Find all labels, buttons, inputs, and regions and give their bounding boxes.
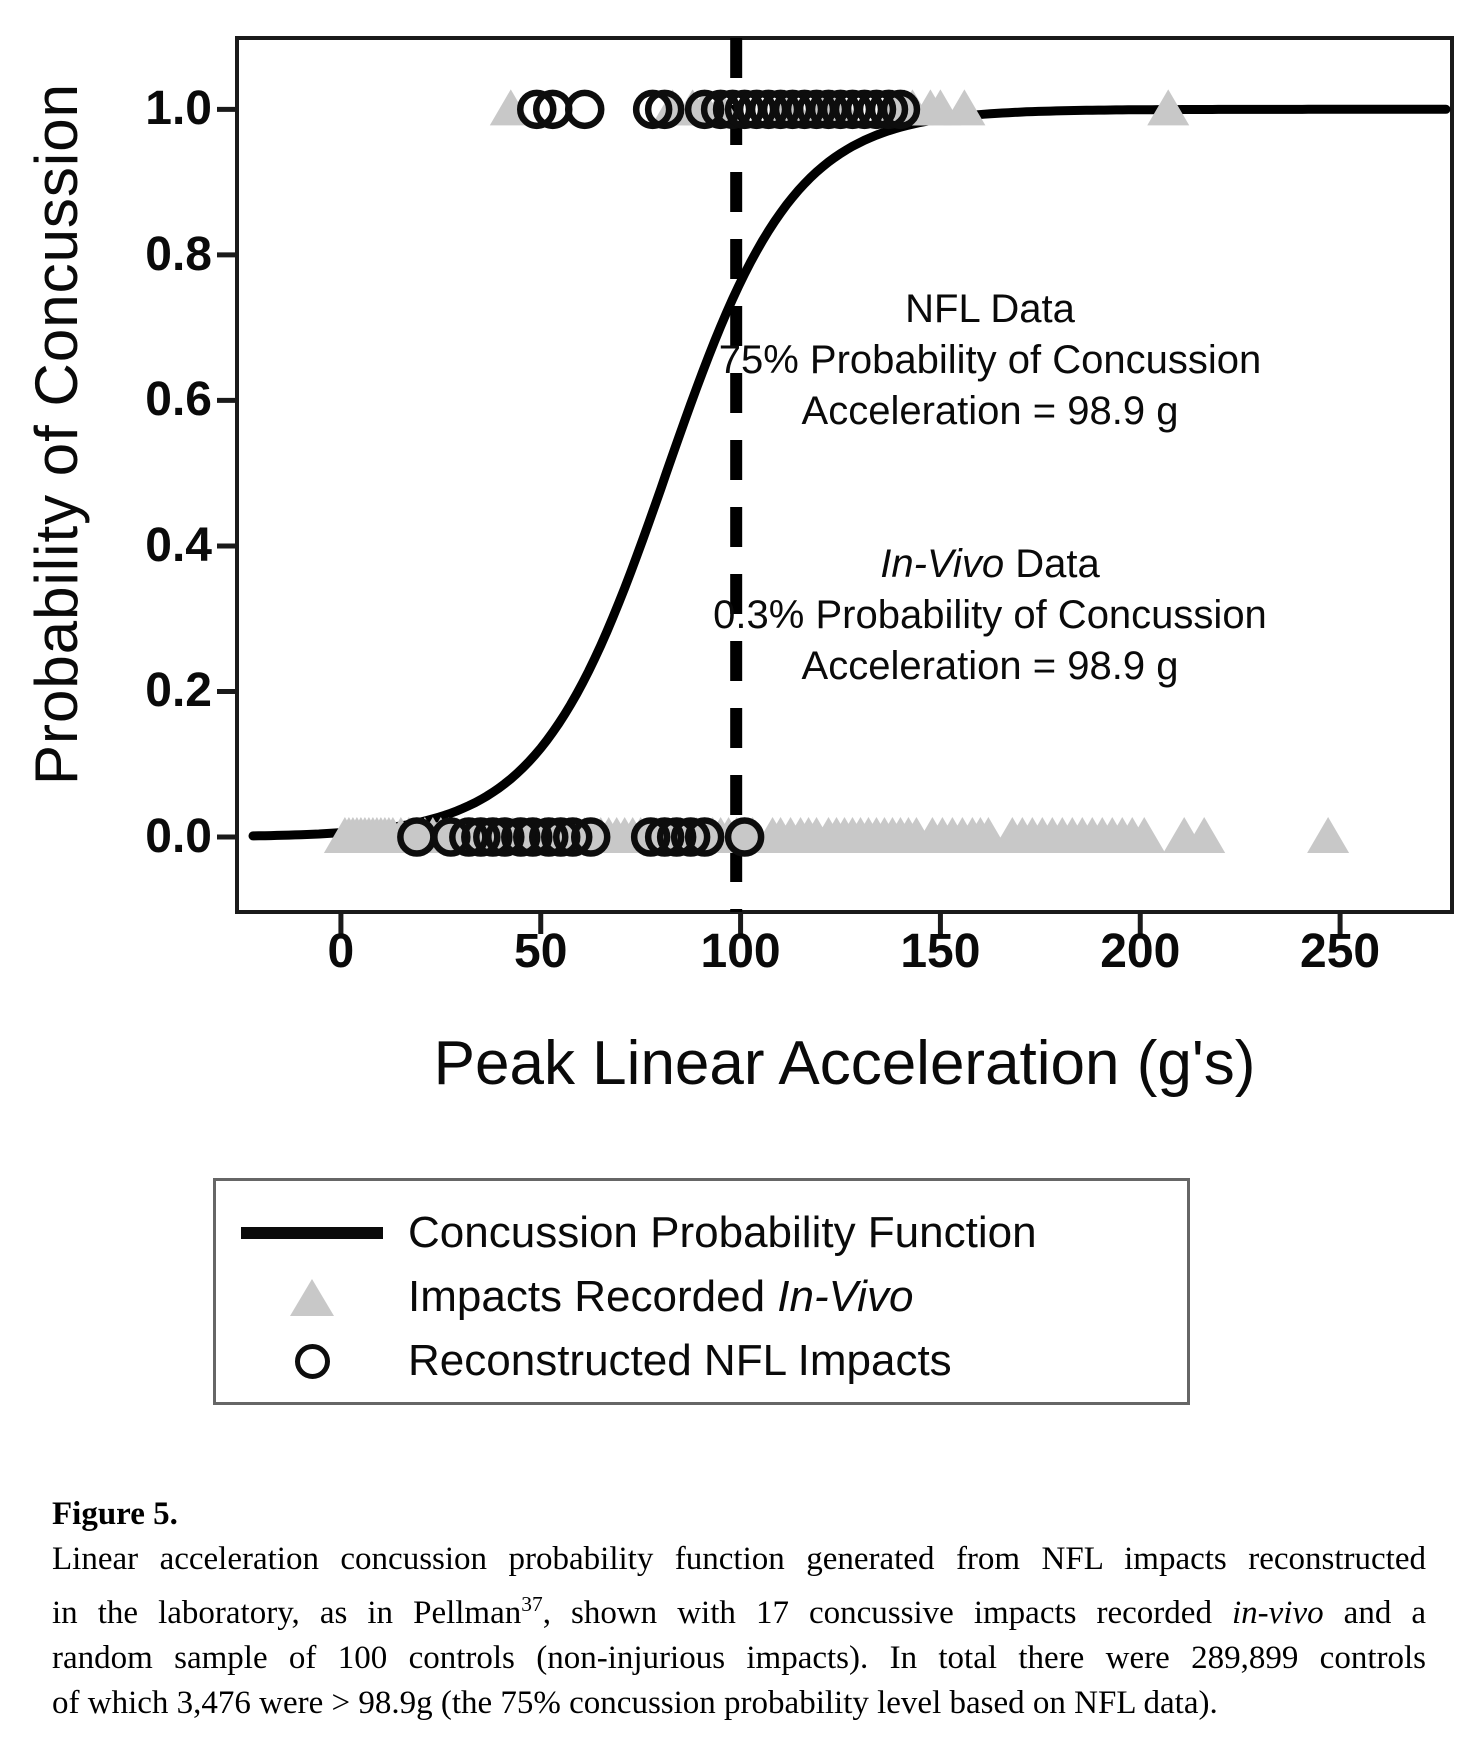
annotation-line: 75% Probability of Concussion	[718, 338, 1262, 382]
y-tick-label: 0.2	[145, 664, 212, 718]
nfl-impact-marker	[501, 817, 541, 857]
annotation-nfl-data: NFL Data 75% Probability of Concussion A…	[660, 284, 1320, 437]
nfl-impact-marker	[684, 817, 725, 857]
y-axis-title: Probability of Concussion	[23, 82, 90, 786]
nfl-impact-marker	[868, 89, 909, 130]
annotation-line: 0.3% Probability of Concussion	[713, 593, 1267, 637]
x-tick-label: 250	[1300, 925, 1381, 978]
in-vivo-impact-marker	[1123, 817, 1166, 854]
nfl-impact-marker	[644, 89, 685, 130]
concussion-probability-curve	[248, 104, 1451, 841]
nfl-impact-marker	[670, 817, 711, 857]
nfl-impact-marker	[856, 89, 897, 130]
y-tick-label: 0.4	[145, 518, 212, 572]
figure-caption: Figure 5. Linear acceleration concussion…	[52, 1492, 1426, 1726]
concussion-probability-chart	[217, 36, 1454, 934]
caption-line: random sample of 100 controls (non-injur…	[52, 1640, 1426, 1676]
in-vivo-impact-marker	[1183, 817, 1226, 854]
caption-line: Linear acceleration concussion probabili…	[52, 1541, 1426, 1577]
nfl-impact-marker	[724, 817, 765, 857]
nfl-impact-marker	[632, 89, 673, 130]
nfl-impact-marker	[684, 89, 725, 130]
nfl-impact-marker	[644, 817, 685, 857]
nfl-impact-marker	[570, 817, 611, 857]
legend-triangle-symbol	[216, 1278, 408, 1316]
annotation-line: Acceleration = 98.9 g	[801, 389, 1179, 433]
y-tick-label: 0.8	[145, 227, 212, 281]
chart-legend: Concussion Probability Function Impacts …	[213, 1178, 1190, 1405]
legend-item-invivo: Impacts Recorded In-Vivo	[216, 1265, 1187, 1329]
legend-label: Impacts Recorded In-Vivo	[408, 1272, 914, 1321]
in-vivo-impact-marker	[1147, 89, 1190, 126]
x-axis-title: Peak Linear Acceleration (g's)	[433, 1029, 1256, 1098]
nfl-impact-marker	[528, 817, 569, 857]
x-tick-label: 100	[700, 925, 781, 978]
nfl-impact-marker	[630, 817, 671, 857]
x-tick-label: 50	[514, 925, 568, 978]
caption-body: Linear acceleration concussion probabili…	[52, 1537, 1426, 1726]
legend-label: Concussion Probability Function	[408, 1208, 1037, 1257]
caption-line: in the laboratory, as in Pellman37, show…	[52, 1592, 1427, 1631]
nfl-impact-marker	[517, 89, 557, 130]
annotation-invivo-data: In-Vivo Data 0.3% Probability of Concuss…	[660, 539, 1320, 692]
annotation-line: Acceleration = 98.9 g	[801, 644, 1179, 688]
legend-label: Reconstructed NFL Impacts	[408, 1336, 952, 1385]
legend-line-symbol	[216, 1227, 408, 1239]
x-tick-label: 0	[327, 925, 355, 978]
legend-item-curve: Concussion Probability Function	[216, 1201, 1187, 1265]
annotation-title: NFL Data	[905, 287, 1075, 331]
y-tick-label: 0.6	[145, 373, 212, 427]
nfl-impact-marker	[513, 817, 553, 857]
nfl-impact-marker	[473, 817, 513, 857]
nfl-impact-marker	[552, 817, 593, 857]
in-vivo-impact-marker	[1307, 817, 1350, 854]
y-tick-label: 0.0	[145, 810, 212, 864]
y-tick-label: 1.0	[145, 82, 212, 136]
x-tick-label: 150	[900, 925, 981, 978]
caption-label: Figure 5.	[52, 1496, 178, 1532]
legend-item-nfl: Reconstructed NFL Impacts	[216, 1329, 1187, 1393]
nfl-impact-marker	[564, 89, 605, 130]
nfl-impact-marker	[461, 817, 501, 857]
x-tick-label: 200	[1100, 925, 1181, 978]
in-vivo-impact-marker	[943, 89, 986, 126]
plot-border	[235, 36, 1454, 914]
caption-line: of which 3,476 were > 98.9g (the 75% con…	[52, 1685, 1218, 1721]
nfl-impact-marker	[880, 89, 921, 130]
legend-circle-symbol	[216, 1343, 408, 1379]
nfl-impact-marker	[656, 817, 697, 857]
annotation-title: In-Vivo Data	[880, 542, 1100, 586]
nfl-impact-marker	[485, 817, 525, 857]
